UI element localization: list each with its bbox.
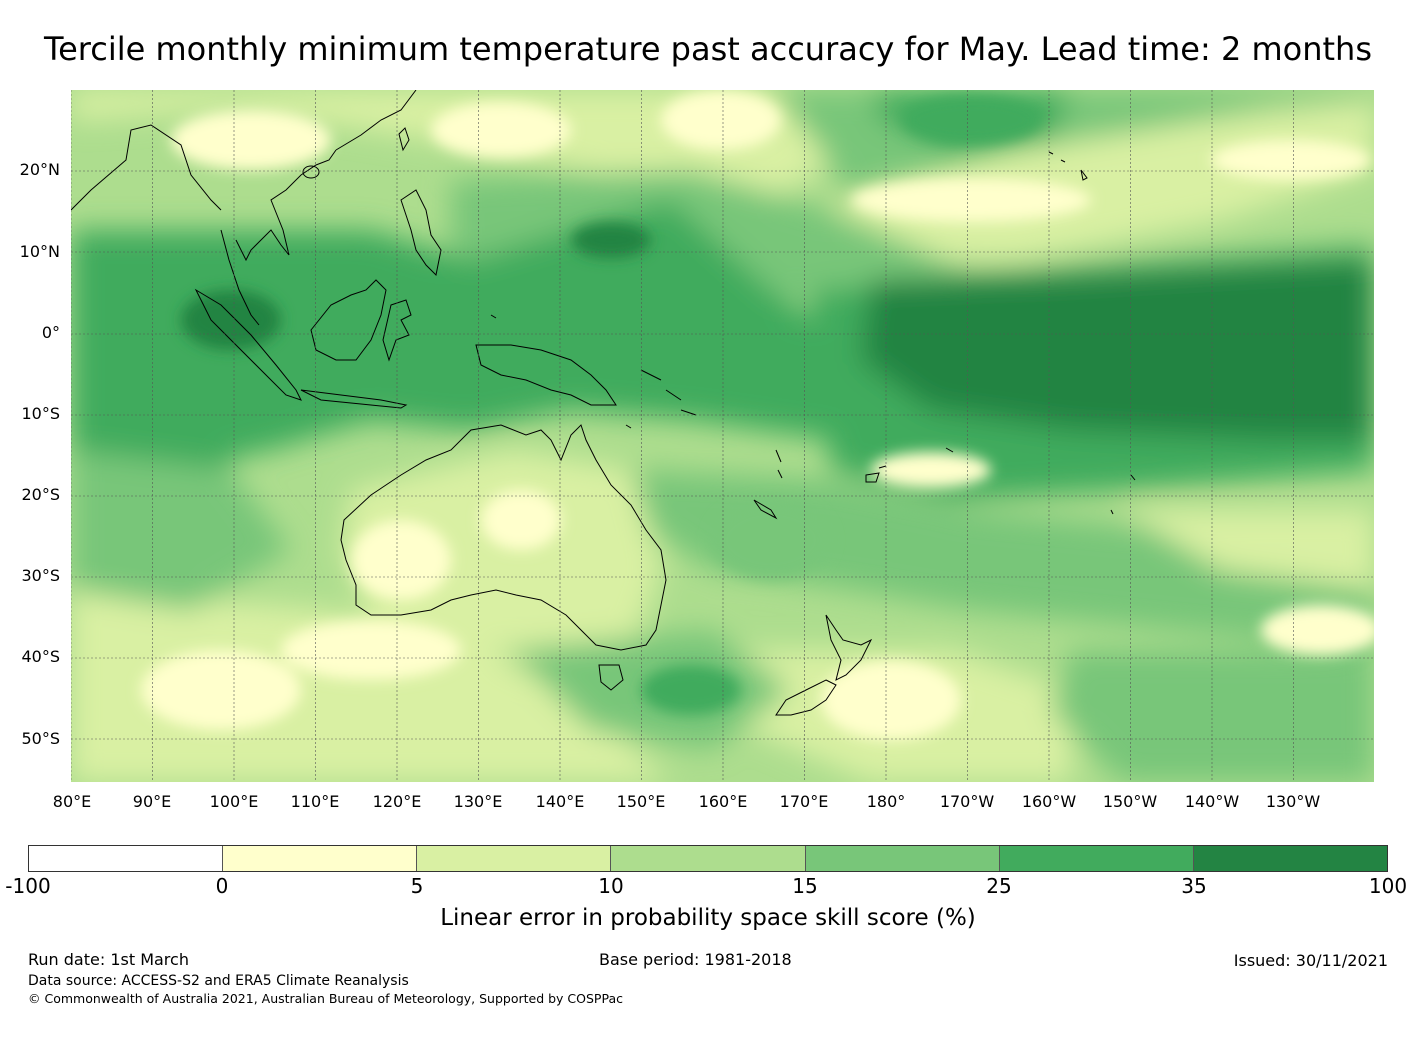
patch-cream-4 bbox=[851, 178, 1091, 222]
patch-cream-7 bbox=[481, 490, 561, 550]
lat-label-10s: 10°S bbox=[21, 404, 60, 423]
chart-title: Tercile monthly minimum temperature past… bbox=[43, 30, 1372, 68]
colorbar-segment-4 bbox=[611, 846, 806, 871]
lon-label-140w: 140°W bbox=[1184, 792, 1240, 811]
colorbar-tick-0: 0 bbox=[215, 874, 229, 898]
issued-date: Issued: 30/11/2021 bbox=[1233, 951, 1388, 970]
lat-label-0: 0° bbox=[41, 323, 60, 342]
lat-label-20n: 20°N bbox=[19, 160, 60, 179]
colorbar-segment-5 bbox=[805, 846, 1000, 871]
data-source: Data source: ACCESS-S2 and ERA5 Climate … bbox=[28, 973, 409, 989]
lon-label-170w: 170°W bbox=[939, 792, 995, 811]
lon-label-140e: 140°E bbox=[535, 792, 585, 811]
lat-label-50s: 50°S bbox=[21, 729, 60, 748]
colorbar-tick-minus100: -100 bbox=[5, 874, 51, 898]
patch-cream-5 bbox=[1211, 140, 1371, 180]
coastline-sumatra bbox=[194, 288, 302, 401]
coastline-nz-south bbox=[775, 679, 837, 716]
colorbar-tick-25: 25 bbox=[986, 874, 1012, 898]
coastline-small-islands bbox=[490, 314, 1136, 515]
run-date: Run date: 1st March bbox=[28, 950, 189, 969]
lon-label-180: 180° bbox=[866, 792, 906, 811]
region-green-southwest bbox=[71, 450, 291, 610]
colorbar-label: Linear error in probability space skill … bbox=[440, 905, 976, 931]
patch-cream-3 bbox=[661, 90, 781, 150]
lon-label-170e: 170°E bbox=[779, 792, 829, 811]
colorbar-segment-1 bbox=[29, 846, 224, 871]
patch-cream-11 bbox=[1261, 605, 1374, 655]
patch-cream-9 bbox=[141, 650, 301, 730]
region-pale-southern bbox=[71, 590, 671, 782]
colorbar-segment-7 bbox=[1193, 846, 1387, 871]
colorbar-tick-35: 35 bbox=[1181, 874, 1207, 898]
lon-label-150w: 150°W bbox=[1102, 792, 1158, 811]
colorbar bbox=[28, 845, 1388, 872]
patch-cream-6 bbox=[351, 520, 451, 600]
region-pale-australia bbox=[341, 450, 661, 650]
colorbar-tick-10: 10 bbox=[598, 874, 624, 898]
coastline-malay-peninsula bbox=[220, 229, 260, 326]
region-pale-northeast-corner bbox=[1121, 510, 1374, 590]
lon-label-90e: 90°E bbox=[132, 792, 172, 811]
coastline-philippines bbox=[400, 189, 442, 277]
lon-label-120e: 120°E bbox=[372, 792, 422, 811]
colorbar-segment-6 bbox=[999, 846, 1194, 871]
coastline-borneo bbox=[310, 279, 387, 361]
patch-midgreen-2 bbox=[641, 665, 741, 715]
lon-label-150e: 150°E bbox=[616, 792, 666, 811]
coastline-vanuatu bbox=[775, 449, 783, 479]
coastline-new-guinea bbox=[475, 344, 617, 406]
coastline-hainan bbox=[302, 165, 320, 179]
colorbar-segment-2 bbox=[223, 846, 418, 871]
patch-cream-10 bbox=[821, 660, 961, 740]
coastline-taiwan bbox=[398, 127, 410, 152]
patch-cream-1 bbox=[171, 110, 331, 170]
map-canvas bbox=[71, 90, 1374, 782]
coastline-china bbox=[335, 90, 417, 151]
colorbar-tick-15: 15 bbox=[792, 874, 818, 898]
coastline-sulawesi bbox=[382, 299, 412, 362]
lat-label-20s: 20°S bbox=[21, 485, 60, 504]
lon-label-130e: 130°E bbox=[453, 792, 503, 811]
patch-green-1 bbox=[711, 500, 831, 580]
coastline-java bbox=[300, 389, 408, 409]
skill-score-map bbox=[71, 90, 1374, 782]
lon-label-130w: 130°W bbox=[1265, 792, 1321, 811]
coastline-solomons bbox=[640, 369, 697, 416]
patch-cream-2 bbox=[431, 102, 571, 158]
patch-deep-1 bbox=[571, 222, 651, 258]
base-period: Base period: 1981-2018 bbox=[599, 950, 792, 969]
lon-label-100e: 100°E bbox=[209, 792, 259, 811]
lon-label-160e: 160°E bbox=[698, 792, 748, 811]
coastline-hawaii bbox=[1048, 151, 1088, 181]
lon-label-80e: 80°E bbox=[52, 792, 92, 811]
coastlines bbox=[71, 90, 1136, 716]
coastline-australia bbox=[340, 424, 667, 651]
coastline-new-caledonia bbox=[753, 499, 778, 520]
copyright: © Commonwealth of Australia 2021, Austra… bbox=[28, 991, 623, 1006]
patch-midgreen-1 bbox=[901, 95, 1041, 145]
patch-cream-8 bbox=[281, 620, 461, 680]
skill-patches bbox=[141, 90, 1374, 740]
lat-label-10n: 10°N bbox=[19, 242, 60, 261]
colorbar-tick-5: 5 bbox=[410, 874, 424, 898]
colorbar-tick-100: 100 bbox=[1368, 874, 1408, 898]
coastline-tasmania bbox=[598, 664, 624, 691]
lat-label-40s: 40°S bbox=[21, 647, 60, 666]
region-deepgreen-equator-east bbox=[861, 260, 1374, 440]
gridlines bbox=[71, 90, 1374, 782]
lon-label-110e: 110°E bbox=[290, 792, 340, 811]
lat-label-30s: 30°S bbox=[21, 566, 60, 585]
patch-cream-12 bbox=[871, 452, 991, 488]
coastline-fiji bbox=[865, 465, 887, 483]
patch-deep-2 bbox=[181, 290, 281, 350]
coastline-nz-north bbox=[825, 614, 873, 681]
lon-label-160w: 160°W bbox=[1021, 792, 1077, 811]
colorbar-segment-3 bbox=[417, 846, 612, 871]
